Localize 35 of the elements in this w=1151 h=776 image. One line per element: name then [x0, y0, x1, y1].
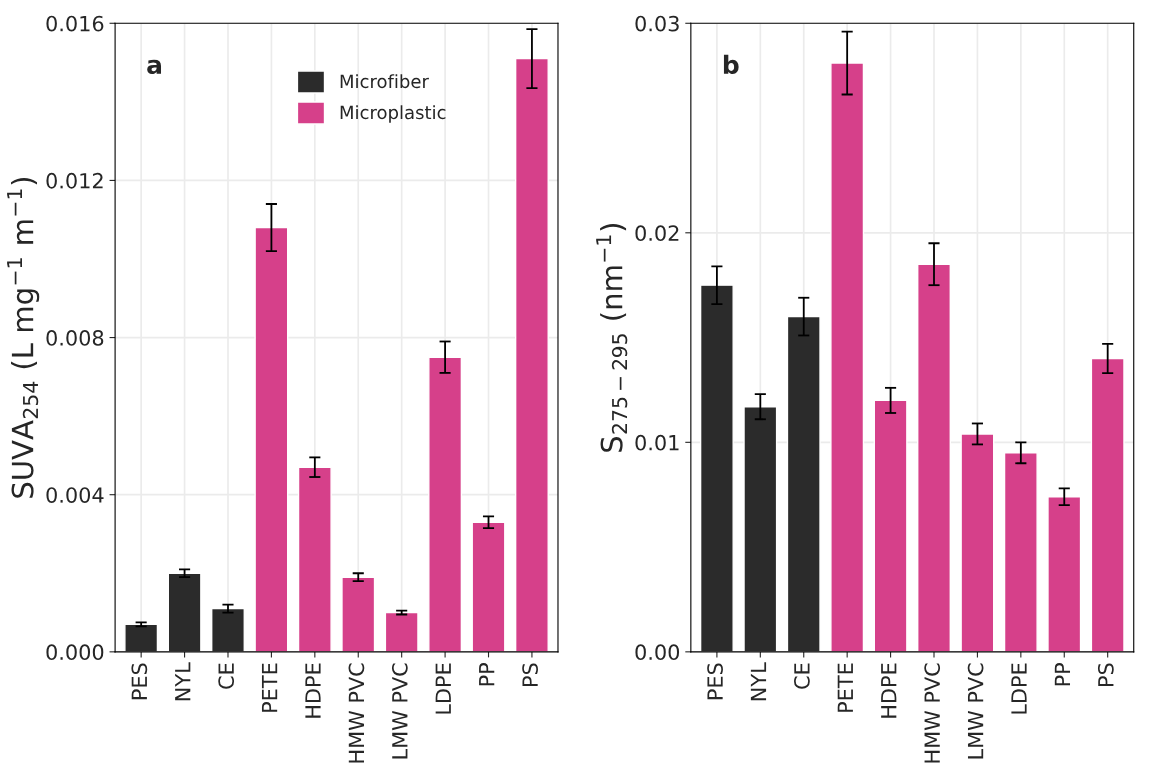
y-tick-label: 0.004 [46, 487, 104, 503]
x-tick-label: HMW PVC [924, 663, 941, 763]
legend-label: Microplastic [340, 105, 446, 123]
y-tick-label: 0.01 [635, 434, 679, 451]
x-tick-label: LDPE [1011, 663, 1027, 714]
annotation: b [723, 54, 739, 75]
y-tick-label: 0.016 [46, 15, 104, 32]
x-tick-label: PES [131, 663, 148, 700]
y-tick-label: 0.03 [635, 15, 679, 32]
y-tick-label: 0.00 [635, 644, 680, 661]
x-tick-label: PS [1097, 663, 1114, 686]
y-tick-label: 0.000 [46, 644, 104, 661]
x-tick-label: CE [794, 663, 810, 689]
y-axis-title: SUVA$_{254}$ (L mg$^{−1}$ m$^{−1}$) [7, 177, 40, 498]
x-tick-label: HDPE [881, 663, 897, 718]
y-tick-label: 0.012 [46, 172, 103, 189]
annotation: a [147, 59, 162, 75]
legend-label: Microfiber [340, 74, 429, 89]
x-tick-label: PP [1054, 662, 1071, 686]
x-tick-label: PS [522, 663, 538, 686]
x-tick-label: PP [479, 662, 495, 686]
x-tick-label: PETE [261, 663, 278, 712]
x-tick-label: CE [218, 663, 235, 689]
x-tick-label: PETE [837, 663, 853, 712]
y-tick-label: 0.02 [635, 225, 679, 242]
y-tick-label: 0.008 [46, 330, 104, 346]
x-tick-label: LMW PVC [391, 663, 408, 759]
x-tick-label: NYL [750, 662, 767, 701]
x-tick-label: HDPE [305, 663, 321, 718]
x-tick-label: LDPE [435, 663, 451, 714]
x-tick-label: HMW PVC [348, 663, 365, 763]
y-axis-title: S$_{275−295}$ (nm$^{−1}$) [596, 223, 628, 452]
x-tick-label: LMW PVC [967, 663, 984, 759]
x-tick-label: PES [707, 663, 723, 700]
x-tick-label: NYL [175, 662, 191, 701]
